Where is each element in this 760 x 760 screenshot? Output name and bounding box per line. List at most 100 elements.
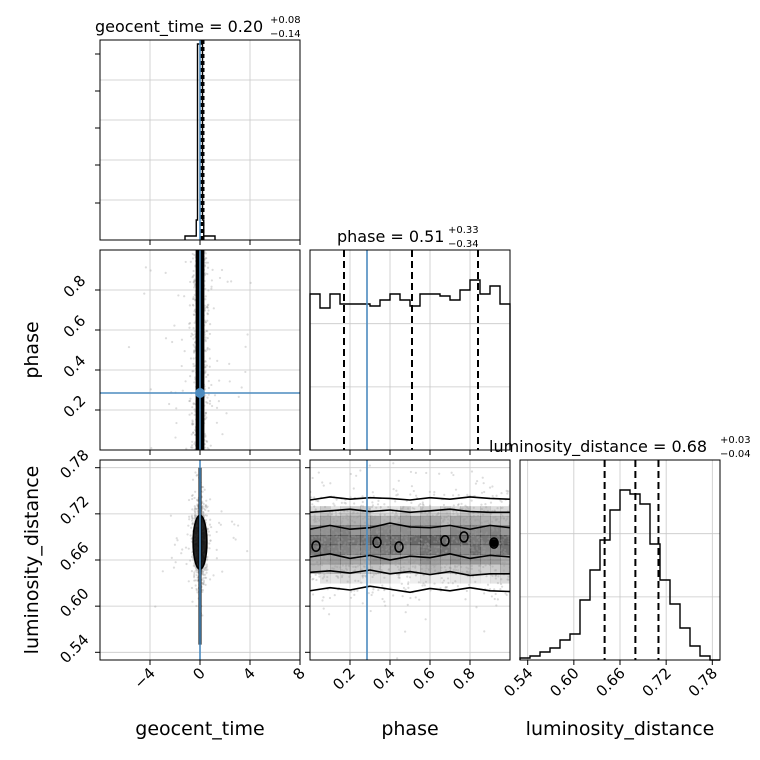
- sample-point: [382, 555, 385, 558]
- sample-point: [353, 551, 356, 554]
- histogram-phase: [309, 279, 511, 450]
- sample-point: [432, 533, 435, 537]
- sample-point: [488, 562, 491, 566]
- sample-point: [418, 598, 421, 601]
- sample-point: [429, 551, 432, 554]
- sample-point: [495, 494, 498, 497]
- sample-point: [494, 577, 497, 580]
- sample-point: [494, 574, 497, 578]
- sample-point: [413, 549, 417, 552]
- sample-point: [397, 521, 400, 524]
- sample-point: [468, 529, 471, 532]
- sample-point: [187, 524, 190, 527]
- sample-point: [362, 530, 365, 533]
- sample-point: [206, 304, 209, 307]
- sample-point: [206, 555, 209, 559]
- sample-point: [455, 557, 458, 561]
- sample-point: [204, 505, 207, 508]
- sample-point: [190, 514, 194, 517]
- sample-point: [206, 261, 210, 264]
- sample-point: [338, 512, 341, 515]
- sample-point: [361, 537, 365, 540]
- sample-point: [192, 431, 195, 434]
- sample-point: [466, 493, 469, 496]
- sample-point: [499, 499, 502, 502]
- sample-point: [342, 569, 346, 573]
- sample-point: [193, 279, 196, 283]
- sample-point: [204, 414, 207, 417]
- density-cell: [480, 525, 491, 536]
- sample-point: [375, 530, 378, 533]
- sample-point: [369, 552, 372, 555]
- sample-point: [193, 308, 197, 311]
- sample-point: [313, 520, 316, 524]
- sample-point: [322, 545, 325, 548]
- sample-point: [420, 538, 423, 541]
- sample-point: [443, 556, 447, 559]
- sample-point: [425, 567, 428, 570]
- sample-point: [469, 561, 472, 564]
- sample-point: [371, 504, 375, 507]
- sample-point: [207, 289, 210, 292]
- sample-point: [209, 518, 212, 521]
- sample-point: [322, 484, 325, 487]
- sample-point: [477, 535, 480, 539]
- sample-point: [444, 586, 447, 589]
- sample-point: [314, 536, 318, 539]
- sample-point: [433, 582, 436, 585]
- sample-point: [461, 507, 464, 510]
- sample-point: [170, 556, 173, 559]
- density-cell: [320, 525, 331, 536]
- sample-point: [211, 268, 214, 271]
- sample-point: [190, 555, 194, 558]
- sample-point: [493, 557, 496, 561]
- sample-point: [346, 509, 349, 513]
- sample-point: [385, 548, 388, 551]
- sample-point: [221, 433, 224, 436]
- sample-point: [471, 531, 475, 534]
- sample-point: [205, 261, 208, 264]
- sample-point: [370, 515, 373, 518]
- sample-point: [204, 411, 207, 415]
- sample-point: [461, 571, 464, 574]
- sample-point: [143, 292, 146, 295]
- sample-point: [500, 585, 504, 588]
- sample-point: [474, 532, 477, 535]
- sample-point: [328, 562, 331, 565]
- sample-point: [192, 357, 195, 360]
- density-cell: [370, 563, 381, 574]
- sample-point: [502, 550, 505, 554]
- sample-point: [467, 542, 470, 545]
- sample-point: [337, 515, 340, 518]
- sample-point: [435, 514, 438, 517]
- sample-point: [475, 552, 478, 555]
- density-cell: [500, 554, 510, 565]
- sample-point: [391, 547, 394, 550]
- sample-point: [408, 528, 411, 532]
- contour-line: [310, 585, 510, 594]
- sample-point: [491, 485, 494, 488]
- density-cell: [380, 525, 391, 536]
- sample-point: [196, 591, 199, 594]
- sample-point: [381, 563, 384, 566]
- sample-point: [351, 552, 354, 555]
- sample-point: [427, 518, 430, 521]
- sample-point: [191, 497, 194, 501]
- sample-point: [452, 522, 455, 525]
- sample-point: [249, 281, 252, 284]
- sample-point: [472, 535, 475, 538]
- sample-point: [195, 589, 198, 592]
- x-tick-label: 0.78: [685, 664, 721, 700]
- sample-point: [204, 298, 207, 301]
- sample-point: [355, 474, 358, 477]
- density-cell: [430, 515, 441, 526]
- sample-point: [442, 503, 446, 507]
- sample-point: [201, 570, 204, 573]
- sample-point: [360, 568, 363, 571]
- sample-point: [321, 529, 324, 532]
- sample-point: [402, 534, 405, 537]
- sample-point: [347, 540, 350, 543]
- sample-point: [332, 545, 335, 549]
- sample-point: [314, 517, 317, 520]
- sample-point: [407, 561, 410, 564]
